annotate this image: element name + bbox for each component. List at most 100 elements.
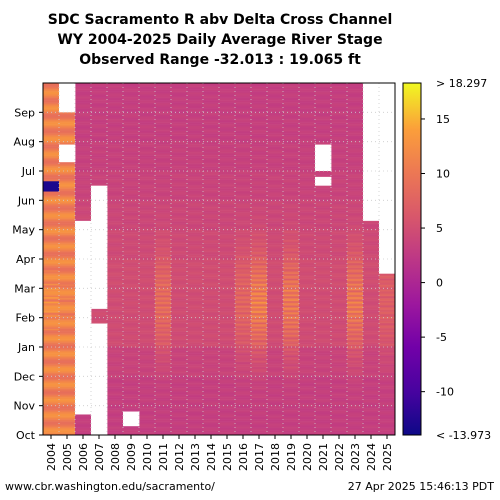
heatmap-cell [107, 138, 124, 140]
heatmap-cell [283, 305, 300, 307]
heatmap-cell [219, 262, 236, 265]
heatmap-cell [267, 410, 284, 413]
heatmap-cell [139, 223, 156, 226]
heatmap-cell [123, 196, 140, 199]
heatmap-cell [43, 279, 60, 282]
heatmap-cell [235, 303, 252, 305]
heatmap-cell [59, 134, 76, 136]
heatmap-cell [123, 266, 140, 268]
heatmap-cell [299, 366, 316, 369]
heatmap-cell [219, 175, 236, 178]
heatmap-cell [139, 239, 156, 241]
heatmap-cell [155, 360, 172, 362]
heatmap-cell [43, 415, 60, 417]
heatmap-cell [107, 354, 124, 356]
heatmap-cell [171, 376, 188, 378]
heatmap-cell [43, 174, 60, 177]
heatmap-cell [251, 92, 268, 95]
heatmap-cell [251, 239, 268, 241]
heatmap-cell [267, 329, 284, 332]
heatmap-cell [203, 249, 220, 251]
heatmap-cell [123, 323, 140, 326]
heatmap-cell [187, 140, 204, 142]
heatmap-cell [171, 119, 188, 122]
heatmap-cell [235, 376, 252, 378]
heatmap-cell [139, 98, 156, 101]
heatmap-cell [299, 185, 316, 188]
heatmap-cell [299, 305, 316, 307]
heatmap-cell [139, 340, 156, 343]
heatmap-cell [235, 91, 252, 94]
heatmap-cell [59, 194, 76, 196]
heatmap-cell [155, 145, 172, 147]
heatmap-cell [43, 393, 60, 395]
heatmap-cell [267, 266, 284, 268]
heatmap-cell [219, 288, 236, 290]
heatmap-cell [203, 413, 220, 415]
heatmap-cell [91, 112, 108, 114]
heatmap-cell [43, 155, 60, 157]
heatmap-cell [187, 267, 204, 270]
heatmap-cell [139, 120, 156, 123]
heatmap-cell [283, 326, 300, 328]
heatmap-cell [155, 406, 172, 409]
heatmap-cell [267, 387, 284, 389]
heatmap-cell [123, 265, 140, 267]
heatmap-cell [251, 162, 268, 164]
heatmap-cell [235, 100, 252, 102]
heatmap-cell [43, 408, 60, 410]
heatmap-cell [123, 186, 140, 189]
heatmap-cell [219, 183, 236, 185]
heatmap-cell [299, 351, 316, 354]
heatmap-cell [187, 388, 204, 391]
heatmap-cell [107, 317, 124, 320]
heatmap-cell [123, 179, 140, 182]
heatmap-cell [155, 419, 172, 421]
heatmap-cell [283, 393, 300, 395]
heatmap-cell [107, 384, 124, 387]
heatmap-cell [171, 274, 188, 277]
heatmap-cell [155, 178, 172, 180]
heatmap-cell [171, 255, 188, 257]
heatmap-cell [155, 327, 172, 329]
heatmap-cell [251, 186, 268, 189]
heatmap-cell [299, 347, 316, 349]
heatmap-cell [219, 116, 236, 118]
heatmap-cell [219, 194, 236, 196]
heatmap-cell [203, 243, 220, 245]
heatmap-cell [187, 125, 204, 128]
heatmap-cell [203, 384, 220, 387]
heatmap-cell [155, 277, 172, 279]
heatmap-cell [107, 337, 124, 339]
heatmap-cell [59, 312, 76, 315]
heatmap-cell [75, 106, 92, 108]
heatmap-cell [171, 124, 188, 127]
heatmap-cell [235, 135, 252, 138]
heatmap-cell [267, 355, 284, 358]
heatmap-cell [251, 273, 268, 276]
heatmap-cell [123, 227, 140, 229]
heatmap-cell [219, 171, 236, 173]
heatmap-cell [171, 414, 188, 416]
heatmap-cell [59, 218, 76, 221]
heatmap-cell [171, 127, 188, 129]
heatmap-cell [267, 359, 284, 361]
heatmap-cell [219, 145, 236, 147]
heatmap-cell [187, 367, 204, 370]
heatmap-cell [139, 403, 156, 405]
heatmap-cell [283, 210, 300, 212]
heatmap-cell [203, 331, 220, 333]
heatmap-cell [139, 249, 156, 251]
heatmap-cell [43, 364, 60, 366]
heatmap-cell [59, 141, 76, 144]
heatmap-cell [267, 118, 284, 120]
heatmap-cell [267, 243, 284, 245]
heatmap-cell [219, 294, 236, 296]
heatmap-cell [107, 169, 124, 172]
heatmap-cell [219, 96, 236, 98]
heatmap-cell [203, 245, 220, 248]
heatmap-cell [75, 200, 92, 202]
heatmap-cell [187, 394, 204, 397]
heatmap-cell [235, 85, 252, 87]
heatmap-cell [91, 84, 108, 86]
